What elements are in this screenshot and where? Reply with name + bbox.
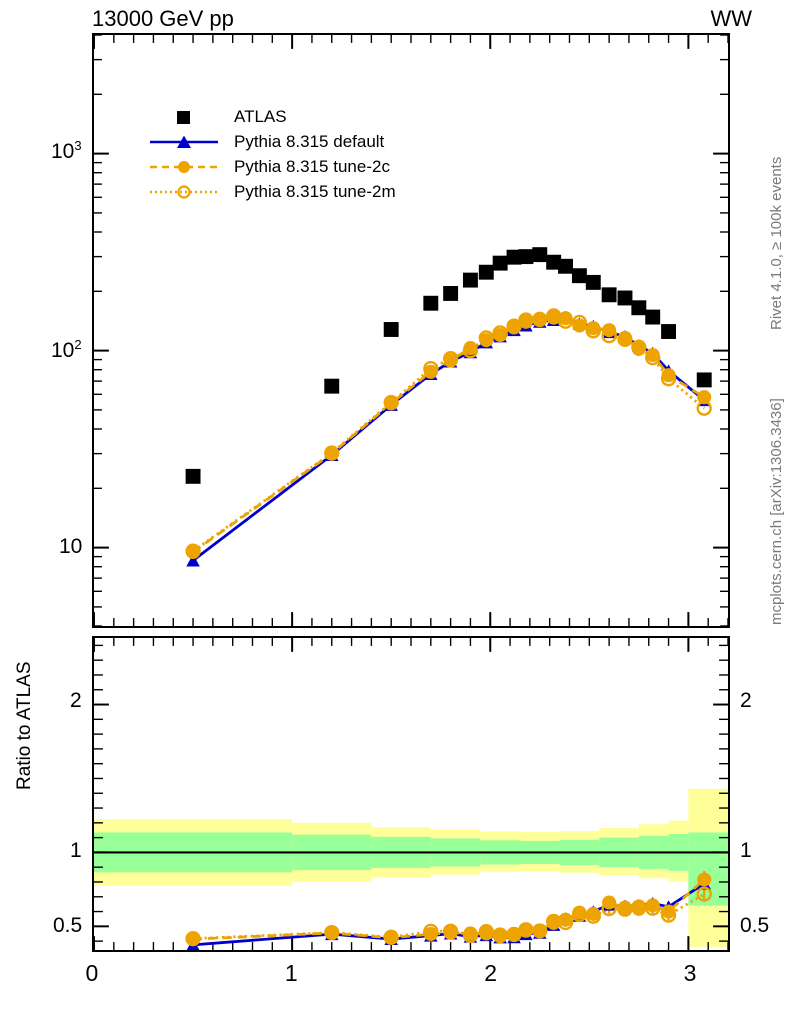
axis-tick-label: 2 bbox=[70, 689, 82, 713]
header-collision-energy: 13000 GeV pp bbox=[92, 6, 234, 31]
mcplots-source-label: mcplots.cern.ch [arXiv:1306.3436] bbox=[768, 398, 785, 625]
legend-key-atlas-icon bbox=[148, 107, 222, 127]
axis-tick-label: 103 bbox=[51, 138, 82, 164]
axis-tick-label: 2 bbox=[740, 689, 752, 713]
axis-tick-label: 0.5 bbox=[740, 914, 770, 938]
legend: ATLAS Pythia 8.315 default Pythia 8.315 … bbox=[148, 104, 396, 204]
legend-label-atlas: ATLAS bbox=[234, 107, 287, 126]
legend-key-pythia-default-icon bbox=[148, 132, 222, 152]
legend-label-pythia-tune2c: Pythia 8.315 tune-2c bbox=[234, 157, 390, 176]
legend-key-pythia-tune2c-icon bbox=[148, 157, 222, 177]
axis-tick-label: 1 bbox=[70, 839, 82, 863]
axis-tick-label: 102 bbox=[51, 336, 82, 362]
axis-tick-label: 10 bbox=[59, 535, 83, 559]
axis-tick-label: 1 bbox=[284, 960, 298, 986]
axis-tick-label: 2 bbox=[484, 960, 498, 986]
main-plot-panel bbox=[92, 33, 730, 628]
legend-item-pythia-default[interactable]: Pythia 8.315 default bbox=[148, 129, 396, 154]
legend-item-atlas[interactable]: ATLAS bbox=[148, 104, 396, 129]
ratio-axis-label: Ratio to ATLAS bbox=[14, 661, 35, 791]
rivet-version-label: Rivet 4.1.0, ≥ 100k events bbox=[768, 156, 785, 330]
legend-label-pythia-tune2m: Pythia 8.315 tune-2m bbox=[234, 182, 396, 201]
axis-tick-label: 1 bbox=[740, 839, 752, 863]
legend-key-pythia-tune2m-icon bbox=[148, 182, 222, 202]
legend-item-pythia-tune2c[interactable]: Pythia 8.315 tune-2c bbox=[148, 154, 396, 179]
ratio-plot-panel bbox=[92, 636, 730, 952]
legend-label-pythia-default: Pythia 8.315 default bbox=[234, 132, 385, 151]
legend-item-pythia-tune2m[interactable]: Pythia 8.315 tune-2m bbox=[148, 179, 396, 204]
header-process-label: WW bbox=[710, 6, 752, 31]
axis-tick-label: 3 bbox=[683, 960, 697, 986]
ratio-plot-canvas bbox=[94, 638, 728, 950]
main-plot-canvas bbox=[94, 35, 728, 626]
axis-tick-label: 0 bbox=[85, 960, 99, 986]
axis-tick-label: 0.5 bbox=[53, 914, 83, 938]
